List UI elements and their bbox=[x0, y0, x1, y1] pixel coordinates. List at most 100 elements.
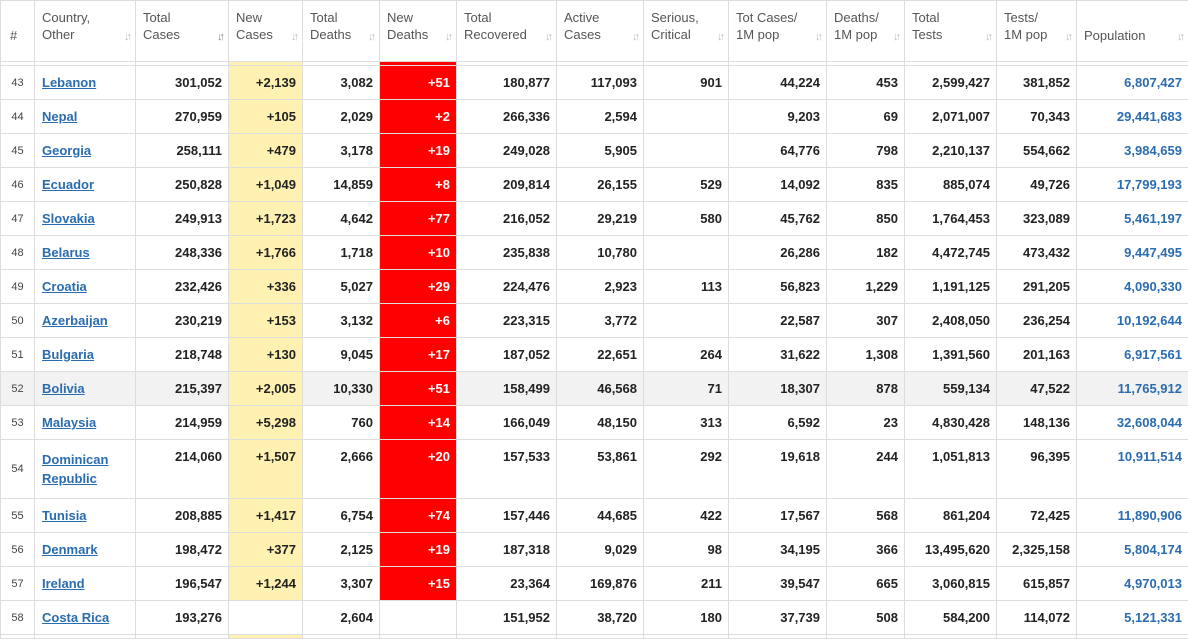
tests-per-million-cell: 148,136 bbox=[997, 406, 1077, 440]
country-cell: Ecuador bbox=[35, 168, 136, 202]
sort-arrows-icon[interactable]: ↓↑ bbox=[545, 31, 550, 43]
country-link[interactable]: Denmark bbox=[42, 542, 98, 557]
new-cases-cell: +336 bbox=[229, 270, 303, 304]
sort-arrows-icon[interactable]: ↓↑ bbox=[815, 31, 820, 43]
serious-critical-cell: 211 bbox=[644, 567, 729, 601]
total-tests-cell: 13,495,620 bbox=[905, 533, 997, 567]
rank-cell: 46 bbox=[1, 168, 35, 202]
country-link[interactable]: Bolivia bbox=[42, 381, 85, 396]
active-cases-cell: 53,861 bbox=[557, 440, 644, 499]
new-deaths-cell: +20 bbox=[380, 440, 457, 499]
new-cases-cell: +1,723 bbox=[229, 202, 303, 236]
sort-arrows-icon[interactable]: ↓↑ bbox=[985, 31, 990, 43]
total-tests-cell: 559,134 bbox=[905, 372, 997, 406]
total-tests-cell: 885,074 bbox=[905, 168, 997, 202]
column-header-tests-per-million[interactable]: Tests/1M pop↓↑ bbox=[997, 1, 1077, 62]
rank-cell: 47 bbox=[1, 202, 35, 236]
total-recovered-cell: 187,318 bbox=[457, 533, 557, 567]
country-cell: Georgia bbox=[35, 134, 136, 168]
total-deaths-cell: 2,604 bbox=[303, 601, 380, 635]
country-link[interactable]: Ecuador bbox=[42, 177, 94, 192]
serious-critical-cell bbox=[644, 304, 729, 338]
column-header-rank[interactable]: # bbox=[1, 1, 35, 62]
rank-cell: 44 bbox=[1, 100, 35, 134]
country-link[interactable]: Tunisia bbox=[42, 508, 87, 523]
sort-arrows-icon[interactable]: ↓↑ bbox=[124, 31, 129, 43]
deaths-per-million-cell: 1,308 bbox=[827, 338, 905, 372]
total-recovered-cell: 224,476 bbox=[457, 270, 557, 304]
country-link[interactable]: Croatia bbox=[42, 279, 87, 294]
serious-critical-cell bbox=[644, 236, 729, 270]
tests-per-million-cell: 114,072 bbox=[997, 601, 1077, 635]
total-cases-cell: 249,913 bbox=[136, 202, 229, 236]
column-header-cases-per-million[interactable]: Tot Cases/1M pop↓↑ bbox=[729, 1, 827, 62]
sort-arrows-icon[interactable]: ↓↑ bbox=[1065, 31, 1070, 43]
column-header-country[interactable]: Country,Other↓↑ bbox=[35, 1, 136, 62]
sort-arrows-icon[interactable]: ↓↑ bbox=[717, 31, 722, 43]
deaths-per-million-cell: 1,229 bbox=[827, 270, 905, 304]
active-cases-cell: 169,876 bbox=[557, 567, 644, 601]
new-cases-cell: +479 bbox=[229, 134, 303, 168]
column-header-deaths-per-million[interactable]: Deaths/1M pop↓↑ bbox=[827, 1, 905, 62]
active-cases-cell: 26,155 bbox=[557, 168, 644, 202]
sort-arrows-icon[interactable]: ↓↑ bbox=[445, 31, 450, 43]
country-link[interactable]: Slovakia bbox=[42, 211, 95, 226]
spacer-cell bbox=[997, 635, 1077, 639]
deaths-per-million-cell: 366 bbox=[827, 533, 905, 567]
country-link[interactable]: Bulgaria bbox=[42, 347, 94, 362]
total-deaths-cell: 14,859 bbox=[303, 168, 380, 202]
tests-per-million-cell: 236,254 bbox=[997, 304, 1077, 338]
sort-arrows-icon[interactable]: ↓↑ bbox=[632, 31, 637, 43]
column-header-serious-critical[interactable]: Serious,Critical↓↑ bbox=[644, 1, 729, 62]
spacer-cell bbox=[303, 635, 380, 639]
new-deaths-cell: +51 bbox=[380, 66, 457, 100]
total-deaths-cell: 10,330 bbox=[303, 372, 380, 406]
total-recovered-cell: 151,952 bbox=[457, 601, 557, 635]
new-deaths-cell: +51 bbox=[380, 372, 457, 406]
serious-critical-cell: 901 bbox=[644, 66, 729, 100]
partial-row bbox=[1, 635, 1188, 639]
sort-arrows-icon[interactable]: ↓↑ bbox=[1177, 31, 1182, 43]
sort-arrows-icon[interactable]: ↓↑ bbox=[893, 31, 898, 43]
spacer-cell bbox=[827, 635, 905, 639]
country-link[interactable]: Costa Rica bbox=[42, 610, 109, 625]
cases-per-million-cell: 14,092 bbox=[729, 168, 827, 202]
serious-critical-cell: 313 bbox=[644, 406, 729, 440]
total-deaths-cell: 5,027 bbox=[303, 270, 380, 304]
tests-per-million-cell: 49,726 bbox=[997, 168, 1077, 202]
tests-per-million-cell: 554,662 bbox=[997, 134, 1077, 168]
tests-per-million-cell: 615,857 bbox=[997, 567, 1077, 601]
column-header-population[interactable]: Population↓↑ bbox=[1077, 1, 1188, 62]
deaths-per-million-cell: 508 bbox=[827, 601, 905, 635]
country-link[interactable]: Malaysia bbox=[42, 415, 96, 430]
active-cases-cell: 29,219 bbox=[557, 202, 644, 236]
country-link[interactable]: Georgia bbox=[42, 143, 91, 158]
country-link[interactable]: Nepal bbox=[42, 109, 77, 124]
sort-arrows-icon[interactable]: ↓↑ bbox=[368, 31, 373, 43]
country-link[interactable]: Azerbaijan bbox=[42, 313, 108, 328]
total-cases-cell: 215,397 bbox=[136, 372, 229, 406]
country-cell: Lebanon bbox=[35, 66, 136, 100]
country-link[interactable]: Lebanon bbox=[42, 75, 96, 90]
country-link[interactable]: Ireland bbox=[42, 576, 85, 591]
country-link[interactable]: Belarus bbox=[42, 245, 90, 260]
total-cases-cell: 193,276 bbox=[136, 601, 229, 635]
sort-arrows-icon[interactable]: ↓↑ bbox=[291, 31, 296, 43]
new-deaths-cell bbox=[380, 601, 457, 635]
sort-desc-icon[interactable]: ↓↑ bbox=[217, 31, 222, 43]
spacer-cell bbox=[644, 635, 729, 639]
